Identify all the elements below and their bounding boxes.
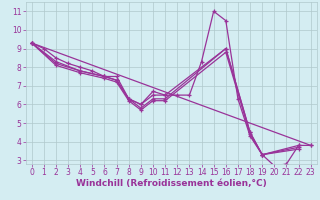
X-axis label: Windchill (Refroidissement éolien,°C): Windchill (Refroidissement éolien,°C) (76, 179, 267, 188)
